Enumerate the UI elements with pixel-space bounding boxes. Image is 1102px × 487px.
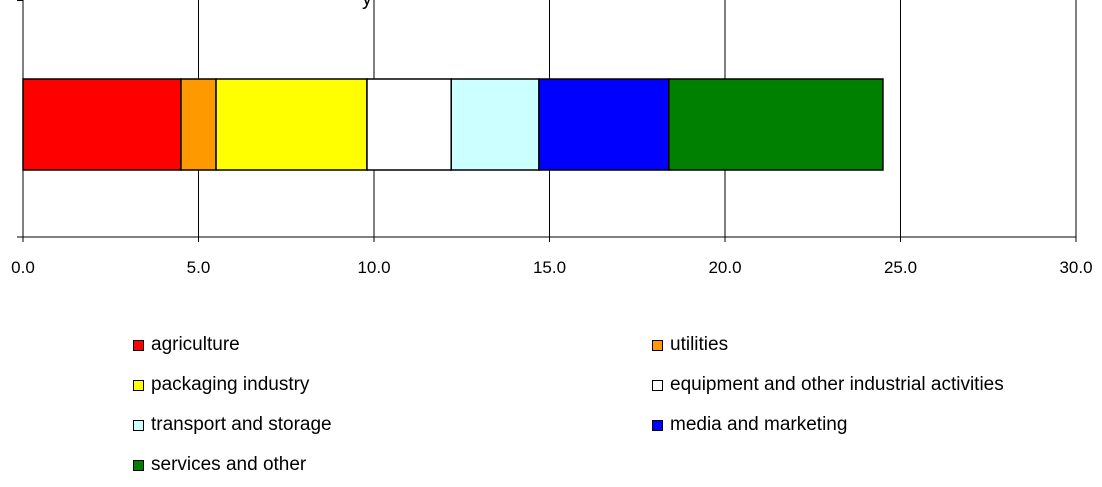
- legend-swatch: [133, 339, 144, 351]
- bar-segment-agriculture: [22, 78, 182, 171]
- legend-item: utilities: [652, 334, 728, 356]
- x-tick-label: 25.0: [884, 258, 917, 277]
- bar-segment-utilities: [180, 78, 217, 171]
- legend-label: packaging industry: [151, 374, 310, 395]
- legend-item: services and other: [133, 454, 306, 476]
- legend-label: services and other: [151, 454, 307, 475]
- x-tick-label: 15.0: [533, 258, 566, 277]
- legend-label: equipment and other industrial activitie…: [670, 374, 1004, 395]
- x-tick-label: 0.0: [11, 258, 35, 277]
- legend-swatch: [652, 379, 663, 391]
- x-axis: 0.0 5.0 10.0 15.0 20.0 25.0 30.0: [11, 0, 1093, 277]
- legend-item: equipment and other industrial activitie…: [652, 374, 1004, 396]
- x-tick-label: 20.0: [708, 258, 741, 277]
- x-tick-label: 10.0: [357, 258, 390, 277]
- gridlines: [198, 0, 1077, 237]
- legend-swatch: [133, 379, 144, 391]
- stacked-bar: [22, 78, 884, 171]
- legend-label: utilities: [670, 334, 729, 355]
- legend-item: packaging industry: [133, 374, 309, 396]
- legend-item: agriculture: [133, 334, 240, 356]
- legend-label: media and marketing: [670, 414, 848, 435]
- legend-label: agriculture: [151, 334, 240, 355]
- legend-swatch: [133, 459, 144, 471]
- x-tick-label: 30.0: [1059, 258, 1092, 277]
- legend-label: transport and storage: [151, 414, 332, 435]
- legend-item: media and marketing: [652, 414, 847, 436]
- bar-segment-services-and-other: [668, 78, 884, 171]
- bar-segment-equipment-and-other-industrial-activities: [366, 78, 452, 171]
- legend-swatch: [652, 339, 663, 351]
- legend-item: transport and storage: [133, 414, 332, 436]
- legend-swatch: [652, 419, 663, 431]
- chart-title-fragment: y: [362, 0, 372, 11]
- legend-swatch: [133, 419, 144, 431]
- x-tick-label: 5.0: [187, 258, 211, 277]
- bar-chart: 0.0 5.0 10.0 15.0 20.0 25.0 30.0: [11, 0, 1093, 277]
- bar-segment-transport-and-storage: [450, 78, 540, 171]
- bar-segment-media-and-marketing: [538, 78, 670, 171]
- bar-segment-packaging-industry: [215, 78, 368, 171]
